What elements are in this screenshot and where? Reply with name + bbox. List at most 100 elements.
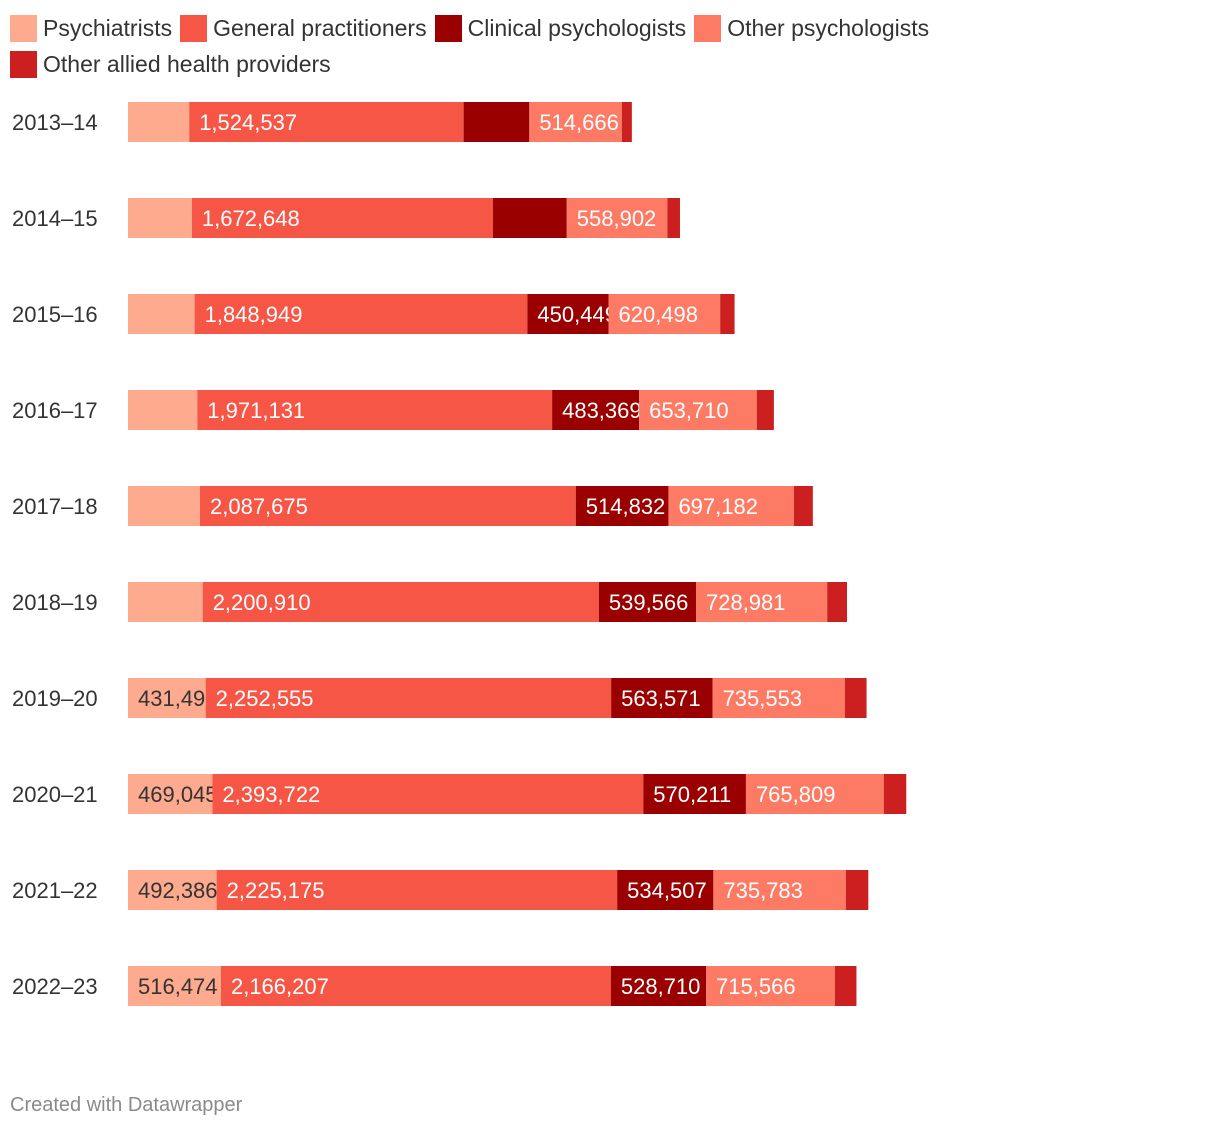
bar-segment: [643, 774, 746, 814]
bar-segment: [189, 102, 464, 142]
bar-segment: [883, 774, 907, 814]
data-label: 2,200,910: [213, 590, 311, 615]
category-label: 2018–19: [12, 590, 98, 615]
bar-segment: [202, 582, 599, 622]
bar-segment: [128, 774, 213, 814]
data-label: 514,666: [539, 110, 619, 135]
bar-segment: [844, 678, 867, 718]
bar-segment: [527, 294, 609, 334]
bar-segment: [639, 390, 757, 430]
data-label: 450,449: [537, 302, 617, 327]
legend-item-general-practitioners: General practitioners: [180, 14, 427, 42]
legend: Psychiatrists General practitioners Clin…: [10, 10, 1210, 82]
data-label: 469,045: [138, 782, 218, 807]
legend-label: Clinical psychologists: [467, 14, 687, 41]
legend-label: Other psychologists: [727, 14, 930, 41]
legend-item-other-allied-health: Other allied health providers: [10, 50, 331, 78]
data-label: 534,507: [627, 878, 707, 903]
bar-segment: [191, 198, 493, 238]
bar-segment: [667, 198, 680, 238]
bar-segment: [128, 102, 190, 142]
legend-label: Psychiatrists: [43, 14, 173, 41]
data-label: 715,566: [716, 974, 796, 999]
bar-segment: [194, 294, 528, 334]
bar-segment: [575, 486, 669, 526]
bar-segment: [212, 774, 644, 814]
data-label: 514,832: [586, 494, 666, 519]
bar-segment: [745, 774, 884, 814]
bar-segment: [128, 486, 200, 526]
legend-label: General practitioners: [213, 14, 427, 41]
data-label: 2,166,207: [231, 974, 329, 999]
data-label: 2,087,675: [210, 494, 308, 519]
bar-segment: [617, 870, 714, 910]
bar-segment: [200, 486, 576, 526]
legend-item-psychiatrists: Psychiatrists: [10, 14, 173, 42]
bar-segment: [529, 102, 622, 142]
bar-segment: [598, 582, 696, 622]
data-label: 2,225,175: [227, 878, 325, 903]
bar-segment: [611, 678, 713, 718]
bar-segment: [706, 966, 835, 1006]
bar-segment: [621, 102, 632, 142]
bar-row: 2016–17 1,971,131 483,369 653,710: [12, 390, 774, 430]
bar-row: 2021–22 492,386 2,225,175 534,507 735,783: [12, 870, 869, 910]
category-label: 2015–16: [12, 302, 98, 327]
bar-segment: [128, 198, 192, 238]
legend-swatch: [180, 14, 208, 42]
bar-row: 2018–19 2,200,910 539,566 728,981: [12, 582, 847, 622]
bar-segment: [492, 198, 567, 238]
data-label: 735,783: [723, 878, 803, 903]
bar-segment: [220, 966, 611, 1006]
data-label: 728,981: [706, 590, 786, 615]
legend-swatch: [434, 14, 462, 42]
data-label: 620,498: [618, 302, 698, 327]
data-label: 516,474: [138, 974, 218, 999]
data-label: 2,393,722: [222, 782, 320, 807]
bar-segment: [608, 294, 721, 334]
bar-segment: [793, 486, 813, 526]
bar-segment: [610, 966, 707, 1006]
bar-segment: [197, 390, 553, 430]
bar-segment: [695, 582, 828, 622]
category-label: 2022–23: [12, 974, 98, 999]
bar-segment: [463, 102, 530, 142]
data-label: 1,672,648: [202, 206, 300, 231]
bar-segment: [128, 678, 206, 718]
bar-row: 2013–14 1,524,537 514,666: [12, 102, 632, 142]
legend-row-2: Other allied health providers: [10, 46, 1210, 82]
legend-label: Other allied health providers: [43, 50, 331, 77]
legend-row-1: Psychiatrists General practitioners Clin…: [10, 10, 1210, 46]
bar-segment: [128, 390, 198, 430]
data-label: 1,524,537: [199, 110, 297, 135]
bar-row: 2015–16 1,848,949 450,449 620,498: [12, 294, 735, 334]
bar-row: 2014–15 1,672,648 558,902: [12, 198, 680, 238]
data-label: 528,710: [621, 974, 701, 999]
data-label: 2,252,555: [216, 686, 314, 711]
bar-segment: [720, 294, 735, 334]
bar-segment: [827, 582, 847, 622]
bar-segment: [756, 390, 774, 430]
data-label: 1,848,949: [205, 302, 303, 327]
legend-item-clinical-psychologists: Clinical psychologists: [434, 14, 687, 42]
category-label: 2020–21: [12, 782, 98, 807]
data-label: 492,386: [138, 878, 218, 903]
data-label: 735,553: [723, 686, 803, 711]
bar-row: 2017–18 2,087,675 514,832 697,182: [12, 486, 813, 526]
legend-item-other-psychologists: Other psychologists: [694, 14, 930, 42]
bar-segment: [128, 870, 217, 910]
bar-segment: [845, 870, 869, 910]
bar-segment: [216, 870, 618, 910]
category-label: 2013–14: [12, 110, 98, 135]
data-label: 431,495: [138, 686, 218, 711]
legend-swatch: [10, 50, 37, 78]
stacked-bar-chart: 2013–14 1,524,537 514,666 2014–15 1,672,648 5…: [12, 102, 907, 1006]
datawrapper-credit[interactable]: Created with Datawrapper: [10, 1094, 243, 1116]
data-label: 1,971,131: [207, 398, 305, 423]
bar-segment: [566, 198, 668, 238]
data-label: 558,902: [577, 206, 657, 231]
data-label: 483,369: [562, 398, 642, 423]
category-label: 2021–22: [12, 878, 98, 903]
bar-segment: [128, 582, 203, 622]
